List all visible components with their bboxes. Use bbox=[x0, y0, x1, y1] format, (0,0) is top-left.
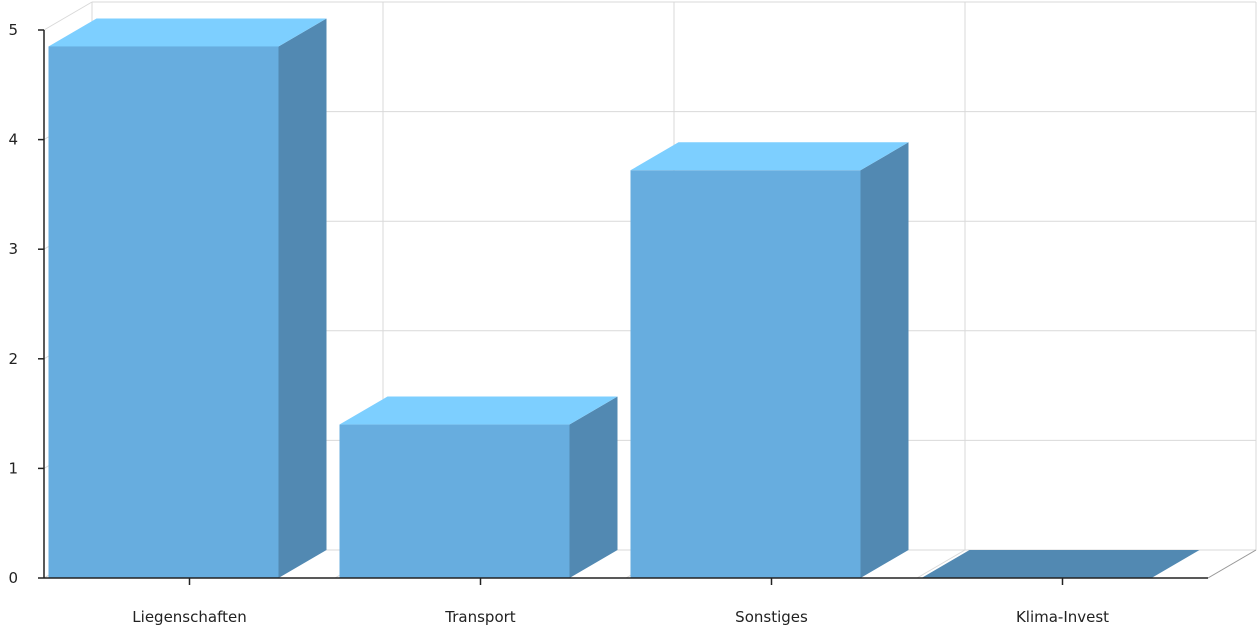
bar bbox=[921, 550, 1200, 578]
y-tick-label: 0 bbox=[8, 569, 18, 587]
bar-side-face bbox=[278, 18, 327, 578]
bar bbox=[339, 396, 618, 578]
bar-top-face bbox=[630, 142, 909, 171]
x-tick-label: Transport bbox=[444, 608, 516, 626]
y-tick-label: 5 bbox=[8, 21, 18, 39]
y-tick-label: 1 bbox=[8, 459, 18, 477]
bar-top-face bbox=[921, 550, 1200, 578]
bar bbox=[48, 18, 327, 578]
bar-front-face bbox=[48, 46, 279, 578]
floor-right-edge bbox=[1207, 549, 1257, 579]
bar-layer bbox=[48, 18, 1200, 578]
grid-line-diagonal bbox=[43, 1, 93, 31]
bar-top-face bbox=[48, 18, 327, 47]
floor-line bbox=[916, 549, 966, 579]
y-tick-label: 2 bbox=[8, 350, 18, 368]
bar-side-face bbox=[569, 396, 618, 578]
x-tick-label: Liegenschaften bbox=[132, 608, 246, 626]
x-tick-label: Sonstiges bbox=[735, 608, 808, 626]
bar-top-face bbox=[339, 396, 618, 425]
bar-side-face bbox=[860, 142, 909, 578]
bar-front-face bbox=[339, 424, 570, 578]
y-tick-label: 3 bbox=[8, 240, 18, 258]
axis-layer: 0 1 2 3 4 5 Liegenschaften Transport Sonstiges Kl… bbox=[8, 21, 1208, 626]
x-tick-label: Klima-Invest bbox=[1016, 608, 1109, 626]
y-tick-label: 4 bbox=[8, 131, 18, 149]
bar-front-face bbox=[630, 170, 861, 578]
bar bbox=[630, 142, 909, 578]
